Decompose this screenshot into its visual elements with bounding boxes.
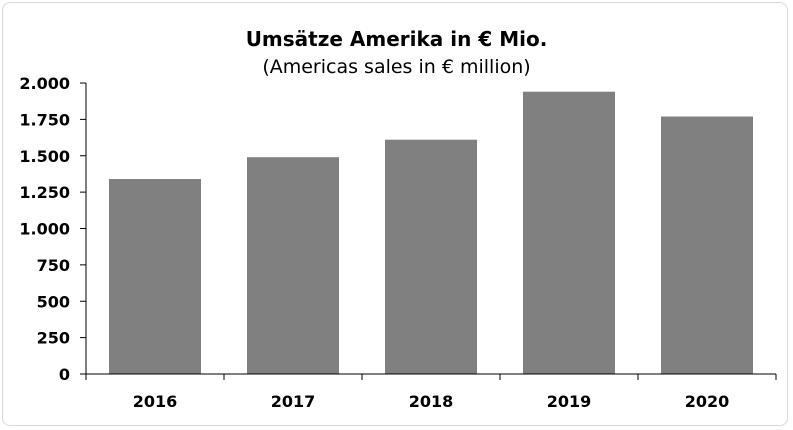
x-tick-label: 2019 [547,392,592,411]
x-tick-label: 2017 [271,392,316,411]
y-tick-label: 0 [59,365,70,384]
bar-2019 [523,91,615,374]
x-tick-label: 2020 [685,392,730,411]
y-tick-label: 1.250 [19,183,70,202]
y-tick-label: 250 [37,329,70,348]
y-tick-label: 750 [37,256,70,275]
bar-2017 [247,157,339,374]
chart-subtitle: (Americas sales in € million) [262,56,531,78]
x-tick-label: 2016 [133,392,178,411]
bar-2020 [661,116,753,374]
bar-2018 [385,139,477,374]
x-tick-label: 2018 [409,392,454,411]
y-tick-label: 2.000 [19,74,70,93]
y-tick-label: 1.500 [19,147,70,166]
y-tick-label: 1.000 [19,220,70,239]
chart-title: Umsätze Amerika in € Mio. [245,27,548,51]
y-tick-label: 500 [37,292,70,311]
bar-2016 [109,179,201,374]
y-tick-label: 1.750 [19,110,70,129]
